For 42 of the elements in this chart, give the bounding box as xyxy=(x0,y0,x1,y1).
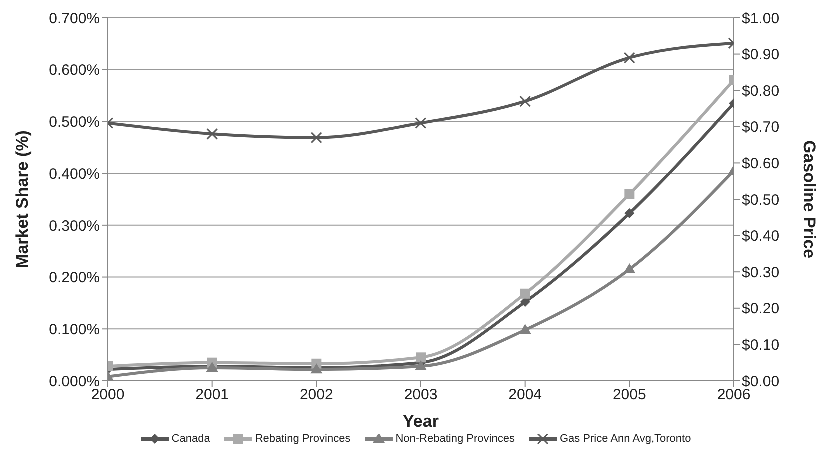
y2-tick-label: $0.70 xyxy=(742,119,780,136)
point xyxy=(206,128,218,140)
y2-tick-label: $1.00 xyxy=(742,10,780,28)
y-tick-label: 0.100% xyxy=(49,321,100,338)
y-tick-label: 0.300% xyxy=(49,218,100,235)
legend-label: Gas Price Ann Avg,Toronto xyxy=(558,433,692,445)
x-tick-label: 2003 xyxy=(404,386,438,404)
y2-tick-label: $0.10 xyxy=(742,337,780,354)
y2-tick-label: $0.60 xyxy=(742,156,780,173)
y-tick-label: 0.200% xyxy=(49,270,100,287)
y-axis-title: Market Share (%) xyxy=(13,130,32,268)
x-tick-label: 2001 xyxy=(196,386,230,404)
y-tick-label: 0.700% xyxy=(49,10,100,28)
y-tick-label: 0.400% xyxy=(49,166,100,183)
legend-label: Canada xyxy=(170,433,210,445)
point xyxy=(520,297,530,308)
point xyxy=(415,360,427,370)
y2-tick-label: $0.80 xyxy=(742,82,780,100)
y2-axis-title: Gasoline Price xyxy=(800,140,819,259)
point xyxy=(624,264,636,274)
point xyxy=(624,208,635,218)
y2-tick-label: $0.30 xyxy=(742,264,780,282)
y2-tick-label: $0.50 xyxy=(742,192,780,209)
point xyxy=(519,324,532,334)
point xyxy=(624,189,635,200)
x-tick-label: 2002 xyxy=(300,386,334,404)
point xyxy=(310,132,322,144)
legend-label: Rebating Provinces xyxy=(254,433,351,445)
y2-tick-label: $0.40 xyxy=(742,228,780,246)
x-tick-label: 2005 xyxy=(612,386,646,404)
y-tick-label: 0.500% xyxy=(49,114,100,132)
point xyxy=(520,288,530,299)
point xyxy=(624,52,636,64)
point xyxy=(416,352,426,363)
y2-tick-label: $0.20 xyxy=(742,300,780,318)
point xyxy=(520,96,532,108)
legend-label: Non-Rebating Provinces xyxy=(394,433,515,445)
y2-tick-label: $0.90 xyxy=(742,46,780,64)
point xyxy=(415,118,427,130)
y-tick-label: 0.600% xyxy=(49,62,100,80)
x-axis-title: Year xyxy=(403,412,440,431)
x-tick-label: 2004 xyxy=(508,386,542,404)
